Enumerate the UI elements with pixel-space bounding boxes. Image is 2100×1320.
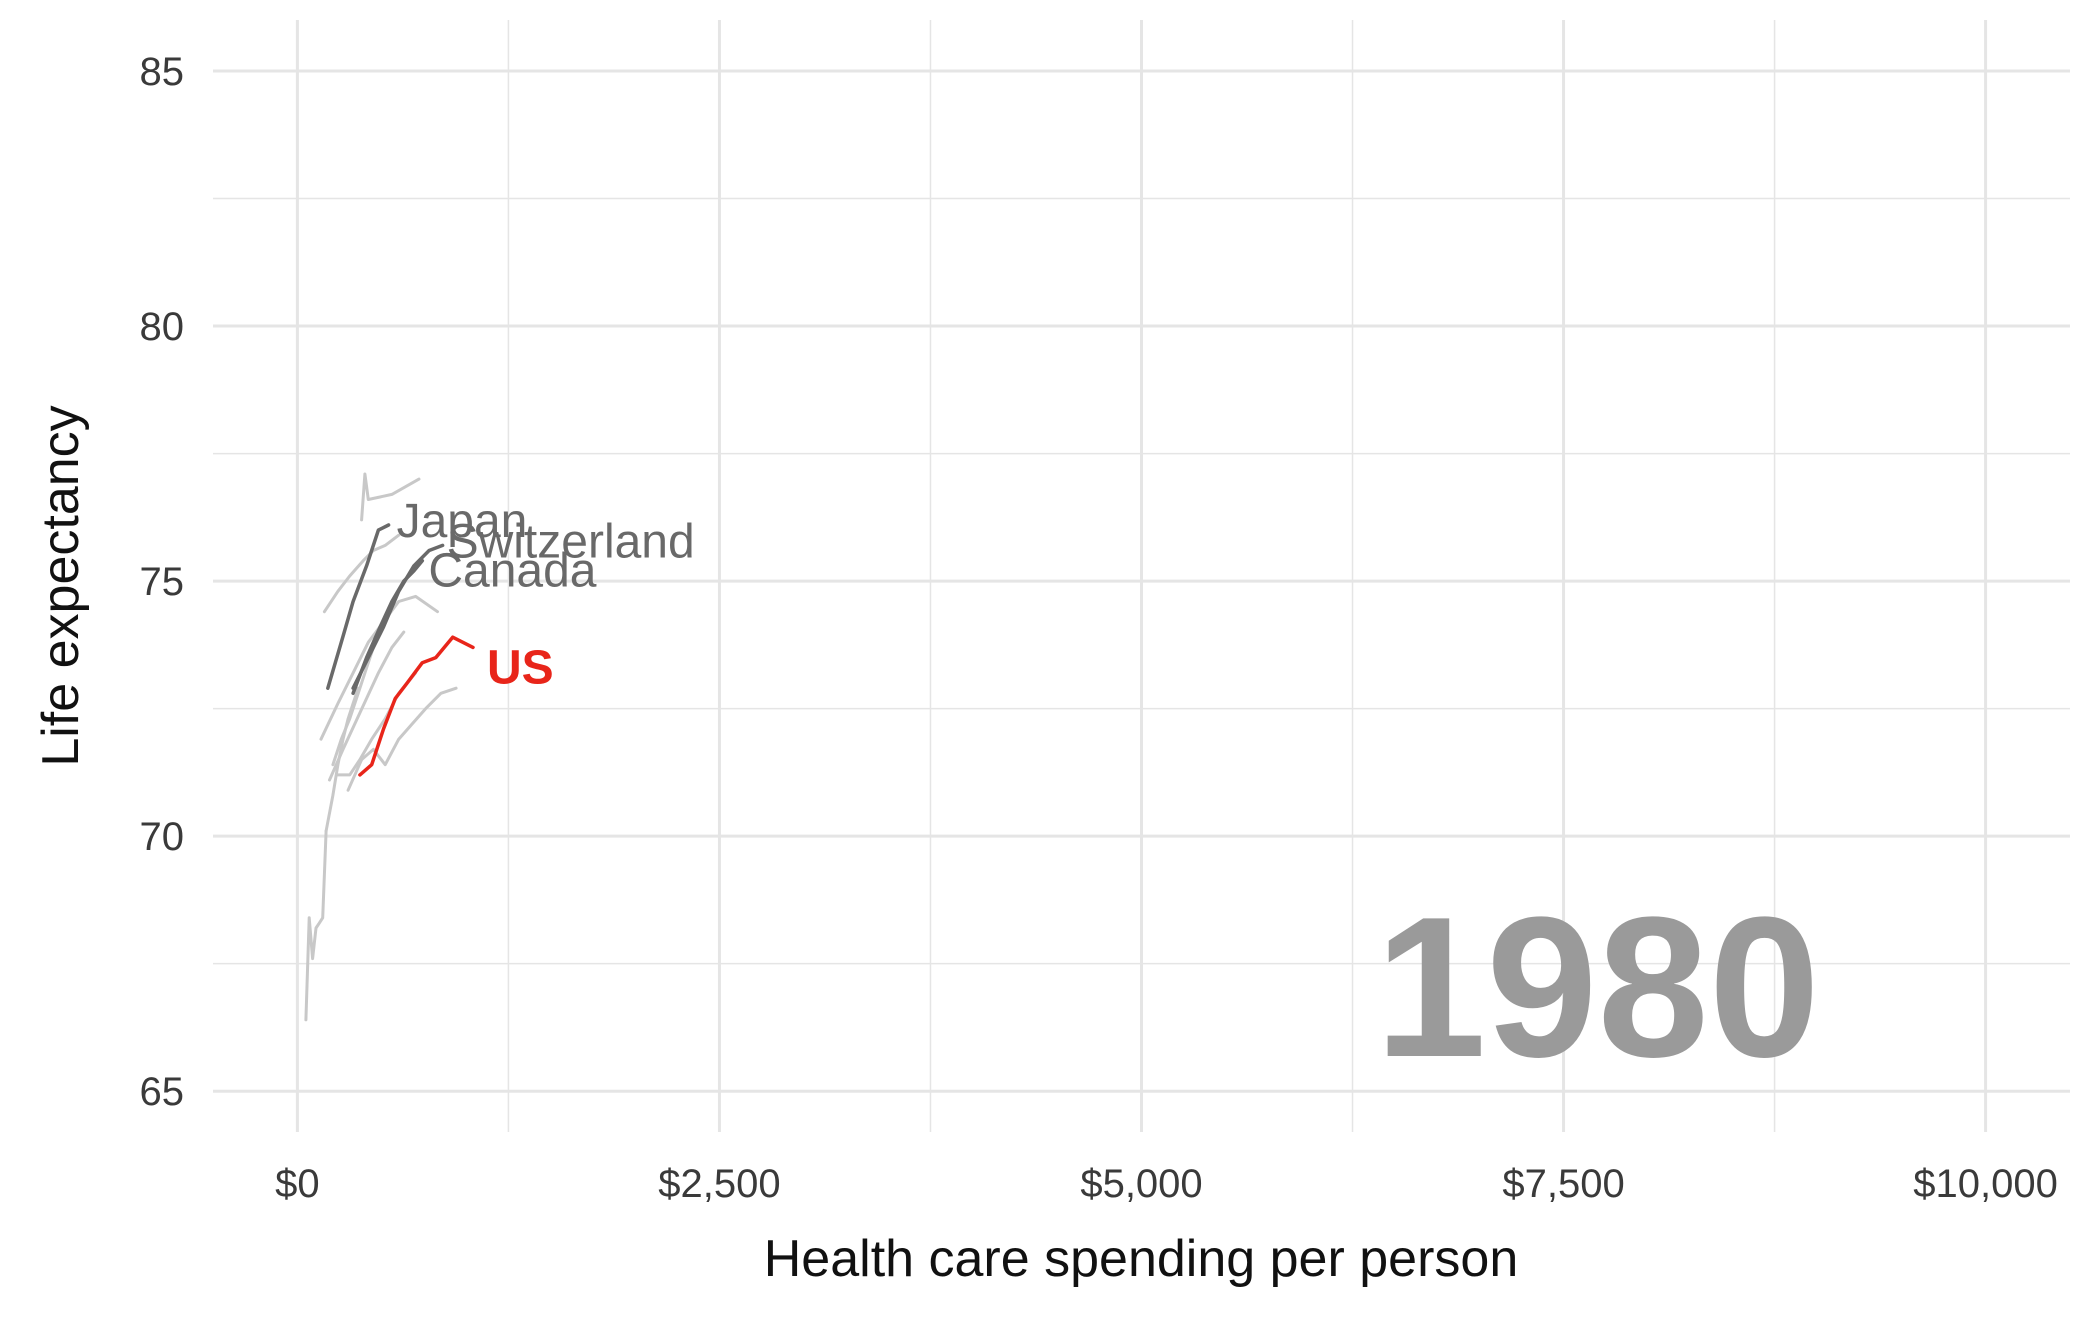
y-tick-label: 80 (140, 305, 185, 349)
x-tick-label: $7,500 (1502, 1162, 1624, 1206)
y-tick-label: 85 (140, 50, 185, 94)
series-line-japan (326, 523, 391, 690)
series-lines (304, 472, 475, 1022)
x-axis-title: Health care spending per person (764, 1230, 1518, 1288)
y-axis-title: Life expectancy (32, 405, 90, 766)
y-tick-label: 70 (140, 815, 185, 859)
series-line-other-country (346, 686, 458, 792)
x-tick-label: $5,000 (1080, 1162, 1202, 1206)
x-tick-label: $0 (275, 1162, 320, 1206)
series-line-other-country (360, 472, 421, 522)
series-line-other-country (324, 686, 360, 833)
series-label-us: US (487, 641, 554, 694)
series-label-switzerland: Switzerland (447, 515, 695, 568)
series-label-japan: Japan (397, 495, 528, 548)
series-line-other-country (304, 829, 328, 1022)
series-line-other-country (328, 630, 406, 782)
x-tick-label: $2,500 (658, 1162, 780, 1206)
series-line-other-country (319, 594, 439, 741)
y-tick-label: 65 (140, 1070, 185, 1114)
series-line-us (358, 635, 475, 777)
year-label: 1980 (1375, 876, 1820, 1099)
x-tick-label: $10,000 (1913, 1162, 2058, 1206)
series-line-canada (351, 558, 425, 696)
grid (213, 20, 2070, 1132)
y-tick-label: 75 (140, 560, 185, 604)
series-label-canada: Canada (428, 545, 596, 598)
series-line-other-country (322, 533, 401, 614)
tick-labels: $0 $2,500 $5,000 $7,500 $10,000 65 70 75 80 85 (140, 50, 2058, 1206)
